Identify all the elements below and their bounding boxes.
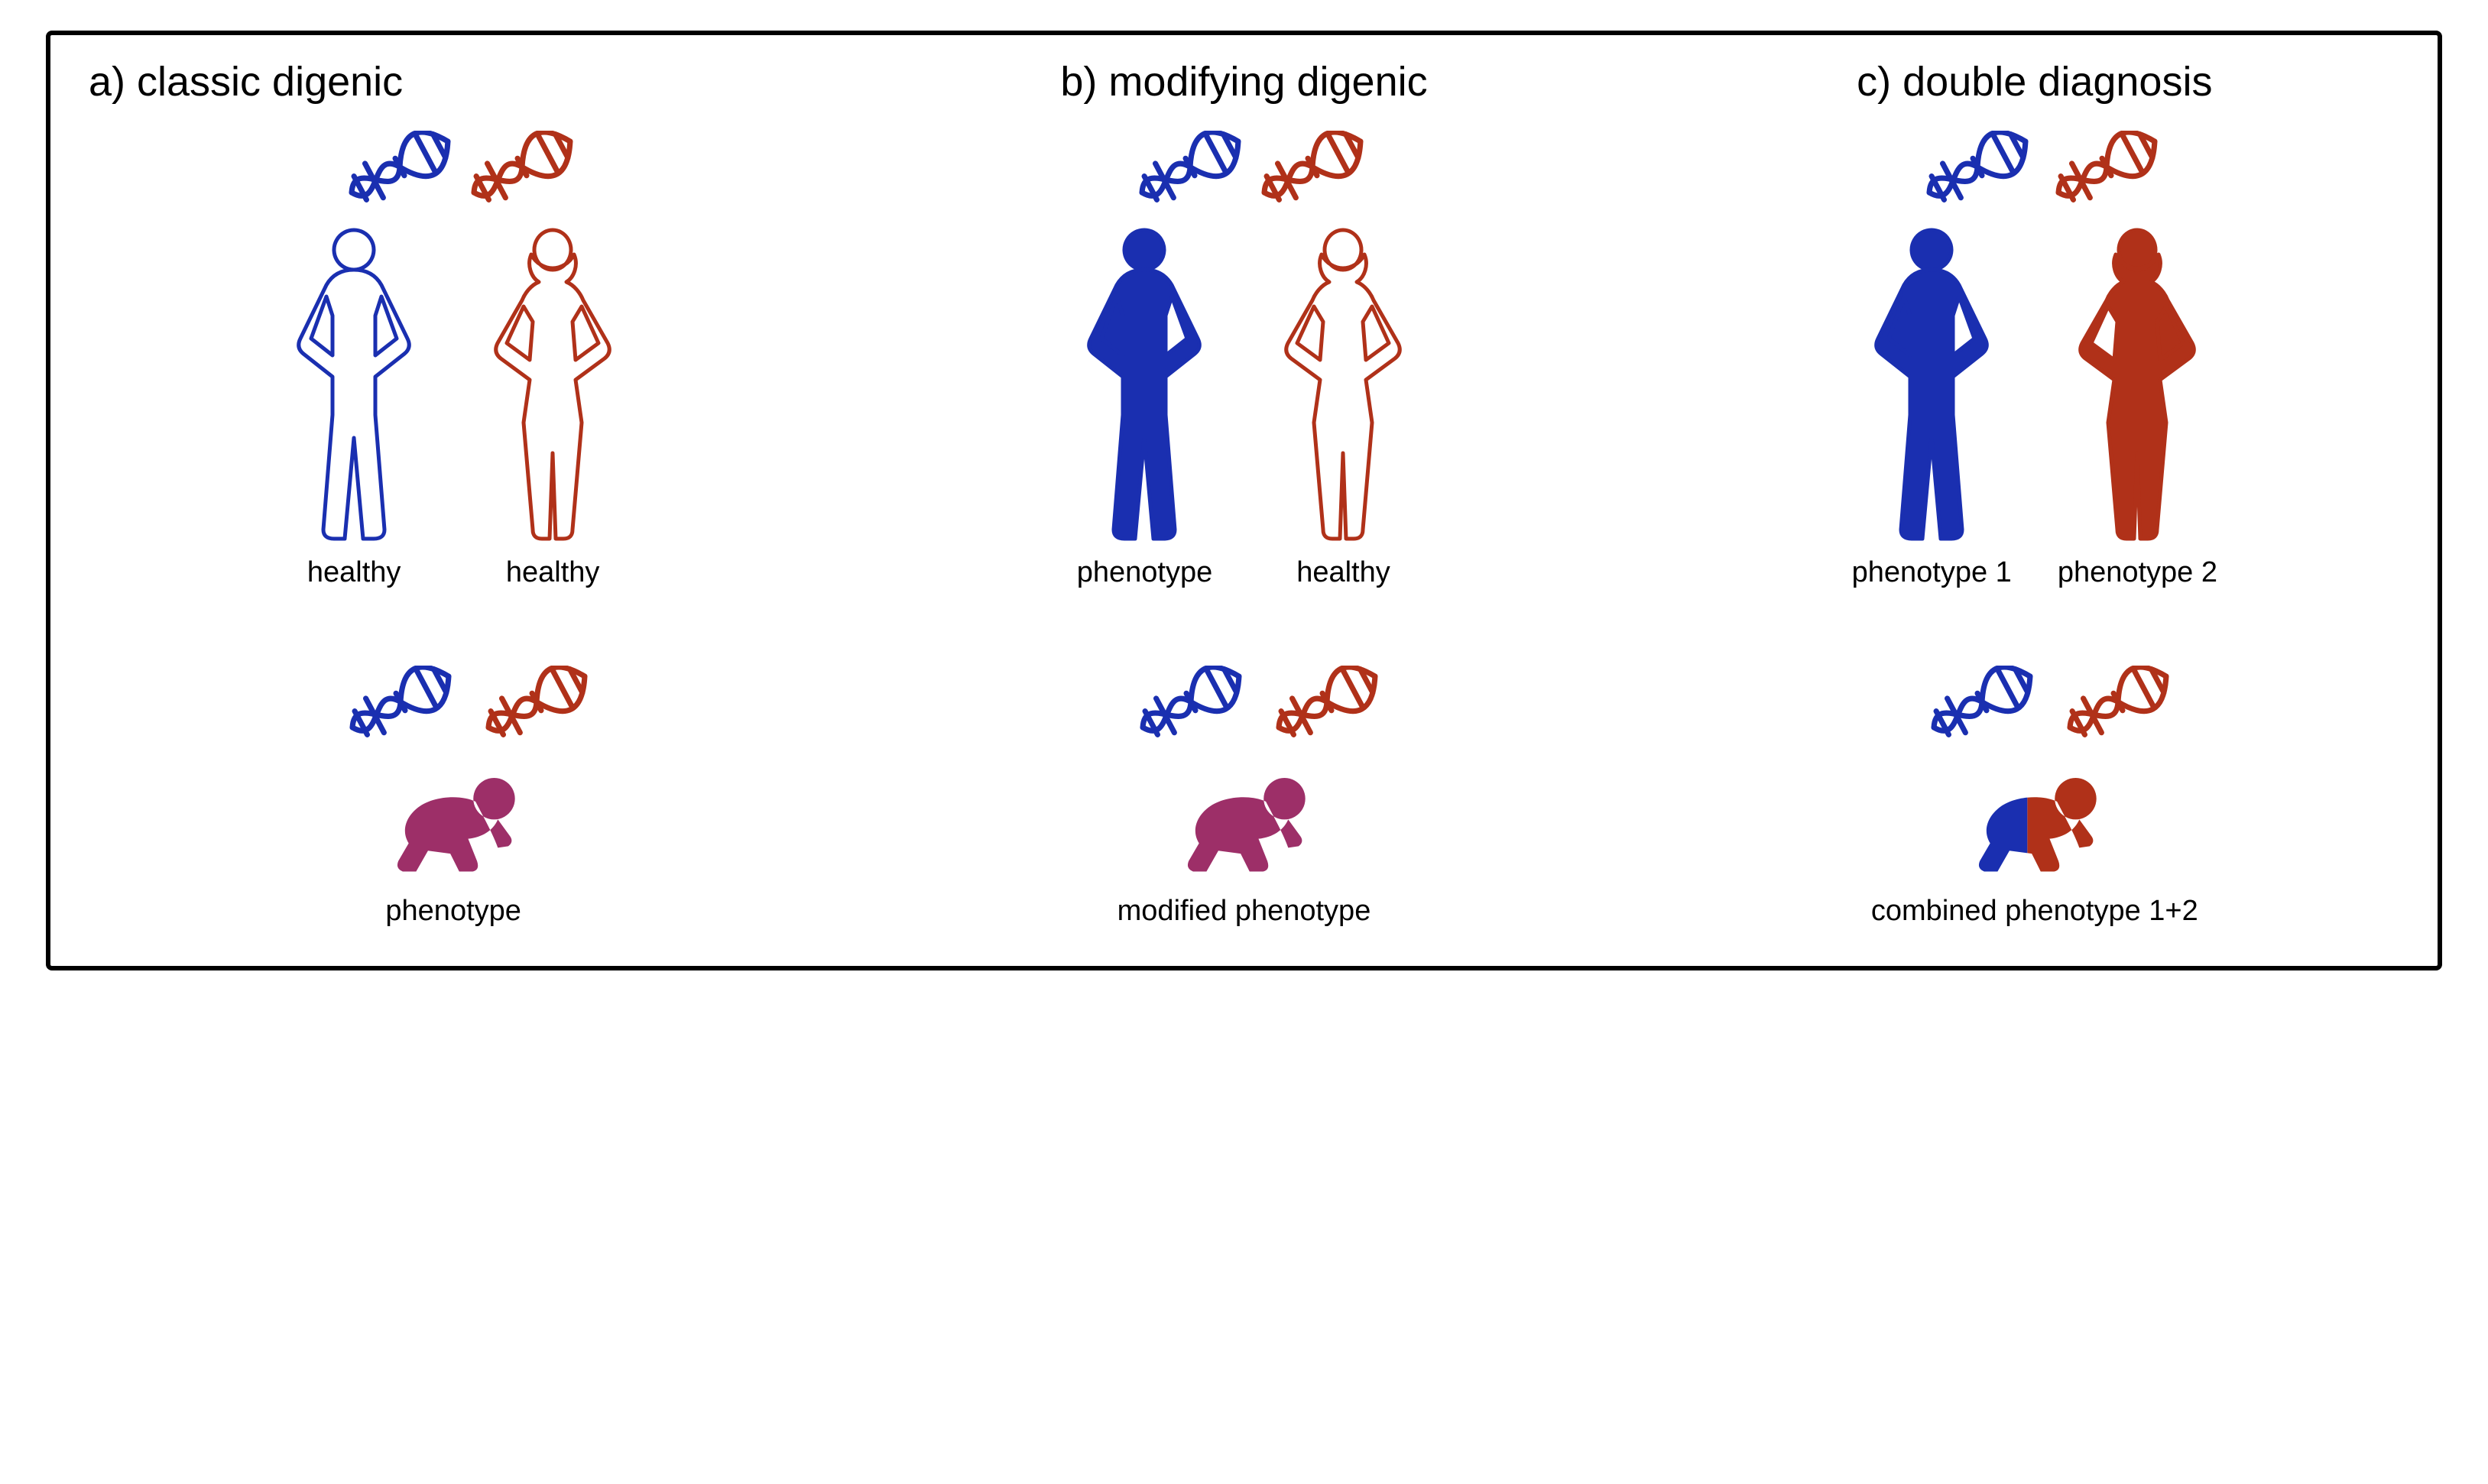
panel-b-title: b) modifying digenic — [1060, 58, 1427, 105]
child-dna-icons — [1130, 666, 1388, 742]
panel-c-parent1: phenotype 1 — [1852, 132, 2012, 589]
panel-a: a) classic digenic healthy — [66, 58, 841, 928]
man-icon — [1068, 224, 1221, 545]
panel-a-parent2-label: healthy — [506, 556, 600, 589]
panel-b-parent1: phenotype — [1068, 132, 1221, 589]
child-dna-icons — [1921, 666, 2179, 742]
dna-icon — [1916, 125, 2039, 209]
man-icon — [1855, 224, 2008, 545]
dna-icon — [1129, 125, 1251, 209]
panel-b: b) modifying digenic phenotype — [856, 58, 1631, 928]
panel-c-parents: phenotype 1 phenotype 2 — [1852, 132, 2217, 589]
panel-a-parent2: healthy — [476, 132, 629, 589]
dna-icon — [2045, 125, 2168, 209]
baby-icon — [1160, 750, 1328, 883]
panel-c-child-label: combined phenotype 1+2 — [1871, 895, 2198, 928]
panel-b-child-label: modified phenotype — [1117, 895, 1371, 928]
panel-c-parent2-label: phenotype 2 — [2058, 556, 2217, 589]
panel-c-parent1-label: phenotype 1 — [1852, 556, 2012, 589]
panel-c-child: combined phenotype 1+2 — [1871, 666, 2198, 928]
figure-frame: a) classic digenic healthy — [46, 31, 2442, 970]
panel-b-parents: phenotype healthy — [1068, 132, 1419, 589]
dna-icon — [1251, 125, 1374, 209]
panel-c-title: c) double diagnosis — [1857, 58, 2212, 105]
dna-icon — [1266, 666, 1388, 742]
dna-icon — [461, 125, 583, 209]
panel-c-parent2: phenotype 2 — [2058, 132, 2217, 589]
baby-icon — [1951, 750, 2119, 883]
panel-b-parent2-label: healthy — [1296, 556, 1390, 589]
dna-icon — [339, 125, 461, 209]
panel-b-child: modified phenotype — [1114, 666, 1373, 928]
dna-icon — [1921, 666, 2043, 742]
dna-icon — [2057, 666, 2179, 742]
panel-a-title: a) classic digenic — [66, 58, 403, 105]
child-dna-icons — [339, 666, 598, 742]
woman-icon — [2061, 224, 2214, 545]
panel-a-parents: healthy healthy — [277, 132, 629, 589]
woman-icon — [476, 224, 629, 545]
dna-icon — [1130, 666, 1252, 742]
woman-icon — [1267, 224, 1419, 545]
panel-b-parent1-label: phenotype — [1077, 556, 1213, 589]
panel-a-child-label: phenotype — [385, 895, 521, 928]
panel-a-child: phenotype — [324, 666, 582, 928]
panel-a-parent1: healthy — [277, 132, 430, 589]
baby-icon — [369, 750, 537, 883]
dna-icon — [475, 666, 598, 742]
panel-c: c) double diagnosis phenotype 1 — [1647, 58, 2422, 928]
panel-b-parent2: healthy — [1267, 132, 1419, 589]
panels-row: a) classic digenic healthy — [66, 58, 2422, 928]
dna-icon — [339, 666, 462, 742]
man-icon — [277, 224, 430, 545]
panel-a-parent1-label: healthy — [307, 556, 401, 589]
